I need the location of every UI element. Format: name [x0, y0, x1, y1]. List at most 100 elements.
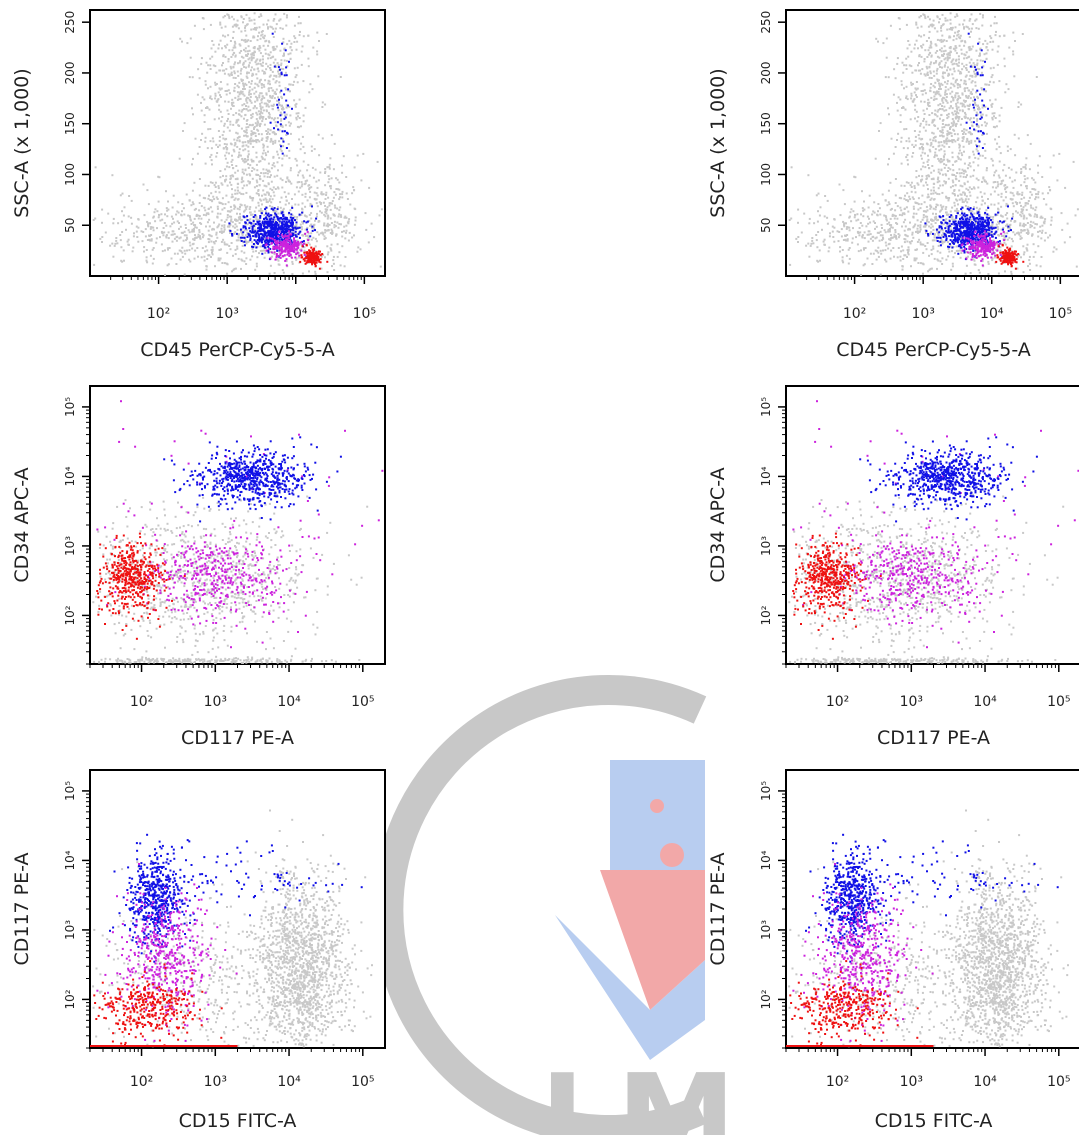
data-point	[951, 179, 954, 182]
data-point	[255, 118, 258, 120]
data-point	[320, 211, 323, 214]
data-point	[900, 184, 903, 187]
data-point	[269, 63, 272, 66]
data-point	[948, 250, 951, 253]
data-point	[285, 244, 287, 247]
data-point	[319, 232, 322, 235]
data-point	[267, 212, 270, 215]
data-point	[273, 251, 276, 254]
data-point	[929, 72, 932, 75]
data-point	[245, 123, 248, 125]
data-point	[324, 211, 327, 214]
data-point	[228, 17, 231, 20]
data-point	[252, 224, 255, 227]
data-point	[225, 194, 228, 197]
data-point	[1015, 203, 1018, 206]
data-point	[244, 82, 247, 85]
data-point	[175, 236, 178, 239]
data-point	[258, 228, 261, 231]
data-point	[260, 30, 263, 33]
data-point	[311, 229, 314, 232]
data-point	[961, 105, 964, 108]
data-point	[280, 64, 283, 67]
data-point	[929, 70, 932, 73]
data-point	[905, 68, 908, 70]
data-point	[207, 229, 210, 232]
data-point	[294, 219, 296, 222]
data-point	[908, 64, 911, 67]
data-point	[220, 227, 223, 230]
data-point	[800, 231, 803, 234]
data-point	[973, 96, 975, 99]
data-point	[901, 225, 903, 228]
data-point	[230, 220, 233, 223]
data-point	[999, 249, 1002, 252]
data-point	[293, 241, 296, 244]
data-point	[964, 272, 967, 275]
data-point	[243, 158, 246, 161]
data-point	[991, 218, 994, 221]
data-point	[284, 259, 287, 262]
data-point	[227, 89, 230, 92]
data-point	[972, 258, 975, 261]
data-point	[965, 51, 968, 54]
data-point	[241, 244, 244, 247]
data-point	[959, 85, 962, 88]
data-point	[976, 67, 979, 70]
data-point	[211, 210, 214, 213]
data-point	[917, 197, 920, 200]
data-point	[939, 158, 942, 161]
data-point	[206, 221, 209, 224]
data-point	[890, 207, 893, 210]
data-point	[254, 95, 257, 98]
data-point	[904, 254, 907, 257]
data-point	[325, 194, 328, 196]
data-point	[213, 228, 215, 231]
data-point	[934, 81, 937, 84]
data-point	[956, 155, 959, 158]
data-point	[331, 265, 333, 268]
data-point	[214, 83, 217, 86]
data-point	[270, 207, 273, 210]
data-point	[931, 120, 934, 123]
data-point	[269, 96, 272, 99]
data-point	[244, 148, 247, 151]
data-point	[267, 183, 270, 186]
data-point	[195, 215, 198, 217]
data-point	[160, 243, 163, 246]
data-point	[234, 206, 237, 209]
data-point	[988, 83, 991, 86]
data-point	[292, 233, 295, 236]
data-point	[893, 235, 896, 238]
data-point	[973, 263, 976, 266]
data-point	[320, 191, 323, 194]
data-point	[953, 70, 956, 73]
data-point	[256, 58, 259, 61]
data-point	[239, 236, 242, 239]
data-point	[223, 15, 226, 17]
data-point	[984, 105, 987, 108]
data-point	[99, 237, 102, 240]
data-point	[974, 140, 977, 143]
data-point	[234, 143, 237, 146]
data-point	[307, 34, 310, 37]
data-point	[258, 252, 260, 255]
data-point	[214, 94, 217, 97]
data-point	[236, 19, 239, 22]
data-point	[243, 94, 246, 97]
data-point	[255, 151, 258, 154]
data-point	[921, 68, 924, 71]
data-point	[931, 119, 934, 122]
data-point	[266, 103, 269, 106]
data-point	[281, 152, 284, 155]
data-point	[127, 238, 130, 241]
data-point	[275, 254, 278, 257]
data-point	[253, 168, 256, 171]
data-point	[288, 39, 291, 42]
data-point	[245, 184, 248, 187]
data-point	[348, 231, 351, 234]
data-point	[812, 242, 815, 245]
data-point	[327, 251, 330, 254]
data-point	[179, 37, 182, 40]
data-point	[300, 213, 303, 216]
